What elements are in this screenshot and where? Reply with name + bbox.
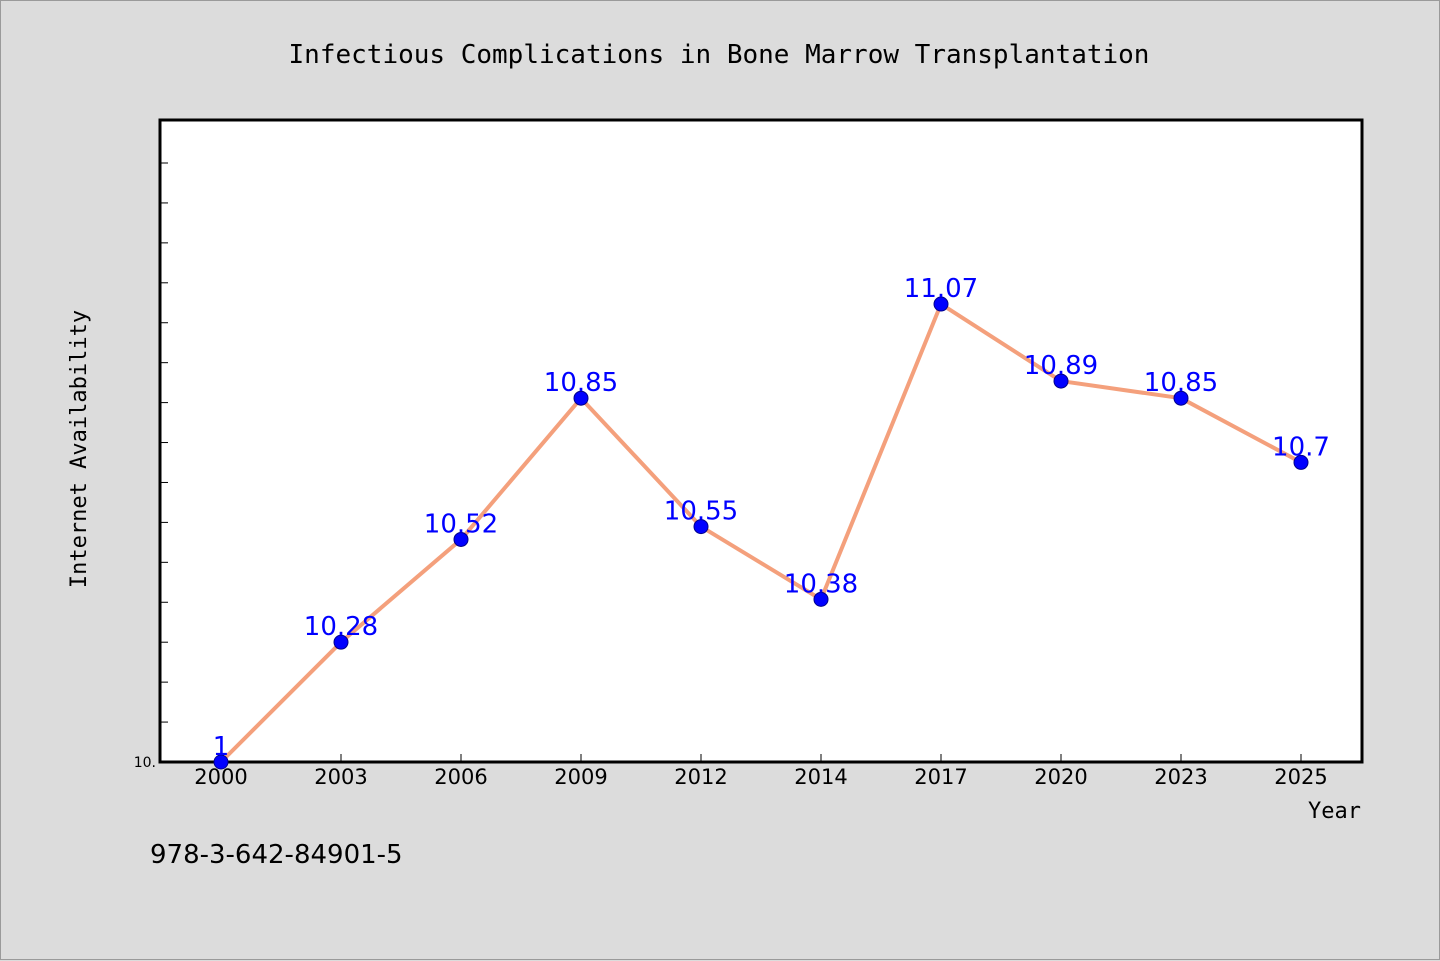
data-label: 10.85 [1144, 368, 1218, 398]
plot-area [158, 118, 1364, 764]
x-tick-label: 2012 [674, 765, 727, 789]
x-tick-label: 2020 [1034, 765, 1087, 789]
x-tick-label: 2006 [434, 765, 487, 789]
series-line [219, 302, 1302, 764]
data-point [1173, 390, 1189, 406]
isbn-text: 978-3-642-84901-5 [150, 840, 403, 870]
data-label: 10.7 [1272, 432, 1330, 462]
x-tick-label: 2025 [1274, 765, 1327, 789]
data-point [573, 390, 589, 406]
data-label: 10.89 [1024, 351, 1098, 381]
x-tick-label: 2009 [554, 765, 607, 789]
x-tick-label: 2000 [194, 765, 247, 789]
data-point [453, 531, 469, 547]
data-label: 1 [213, 732, 230, 762]
data-label: 11.07 [904, 274, 978, 304]
data-label: 10.52 [424, 509, 498, 539]
data-point [213, 754, 229, 770]
y-tick-label: 10. [134, 755, 156, 771]
chart-title: Infectious Complications in Bone Marrow … [289, 40, 1150, 70]
x-tick-label: 2014 [794, 765, 847, 789]
data-point [333, 634, 349, 650]
y-axis-ticks [160, 162, 168, 763]
data-label: 10.85 [544, 368, 618, 398]
data-label: 10.28 [304, 612, 378, 642]
x-tick-labels: 2000 2003 2006 2009 2012 2014 2017 2020 2023 2025 [194, 765, 1327, 789]
x-tick-label: 2003 [314, 765, 367, 789]
x-tick-label: 2017 [914, 765, 967, 789]
x-axis-label: Year [1308, 799, 1361, 824]
data-point [1293, 454, 1309, 470]
data-labels: 1 10.28 10.52 10.85 10.55 10.38 11.07 10.89 10.8… [213, 274, 1330, 762]
series-markers [213, 296, 1309, 770]
data-point [1053, 373, 1069, 389]
y-axis-label: Internet Availability [67, 310, 92, 588]
x-tick-label: 2023 [1154, 765, 1207, 789]
data-label: 10.55 [664, 497, 738, 527]
data-label: 10.38 [784, 569, 858, 599]
data-point [693, 519, 709, 535]
data-point [933, 296, 949, 312]
data-point [813, 591, 829, 607]
